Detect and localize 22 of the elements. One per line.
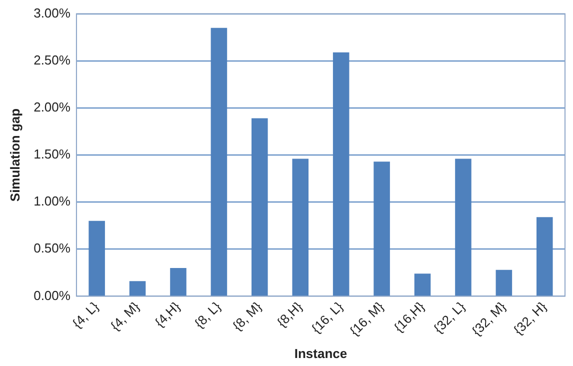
x-tick-label: {8, L} bbox=[192, 298, 224, 331]
bar bbox=[129, 281, 146, 296]
x-tick-label: {16, M} bbox=[346, 298, 387, 339]
x-tick-label: {4, M} bbox=[108, 298, 143, 334]
x-axis-title: Instance bbox=[294, 346, 348, 361]
x-tick-label: {32, M} bbox=[468, 298, 510, 339]
x-tick-label: {32, L} bbox=[430, 298, 468, 336]
y-tick-label: 3.00% bbox=[34, 5, 71, 20]
bar bbox=[414, 274, 431, 296]
bar bbox=[170, 268, 186, 296]
y-tick-label: 1.50% bbox=[34, 146, 71, 162]
x-tick-label: {4, L} bbox=[69, 298, 102, 331]
bar bbox=[496, 270, 512, 296]
y-axis-title: Simulation gap bbox=[7, 108, 22, 202]
x-tick-label: {16, L} bbox=[308, 298, 346, 336]
y-tick-label: 0.00% bbox=[34, 288, 71, 303]
y-tick-label: 2.50% bbox=[34, 52, 71, 68]
x-tick-label: {32, H} bbox=[510, 298, 550, 338]
y-tick-label: 2.00% bbox=[34, 100, 71, 115]
y-tick-label: 1.00% bbox=[34, 194, 71, 209]
x-tick-label: {8, M} bbox=[230, 298, 265, 334]
y-tick-label: 0.50% bbox=[34, 240, 71, 256]
